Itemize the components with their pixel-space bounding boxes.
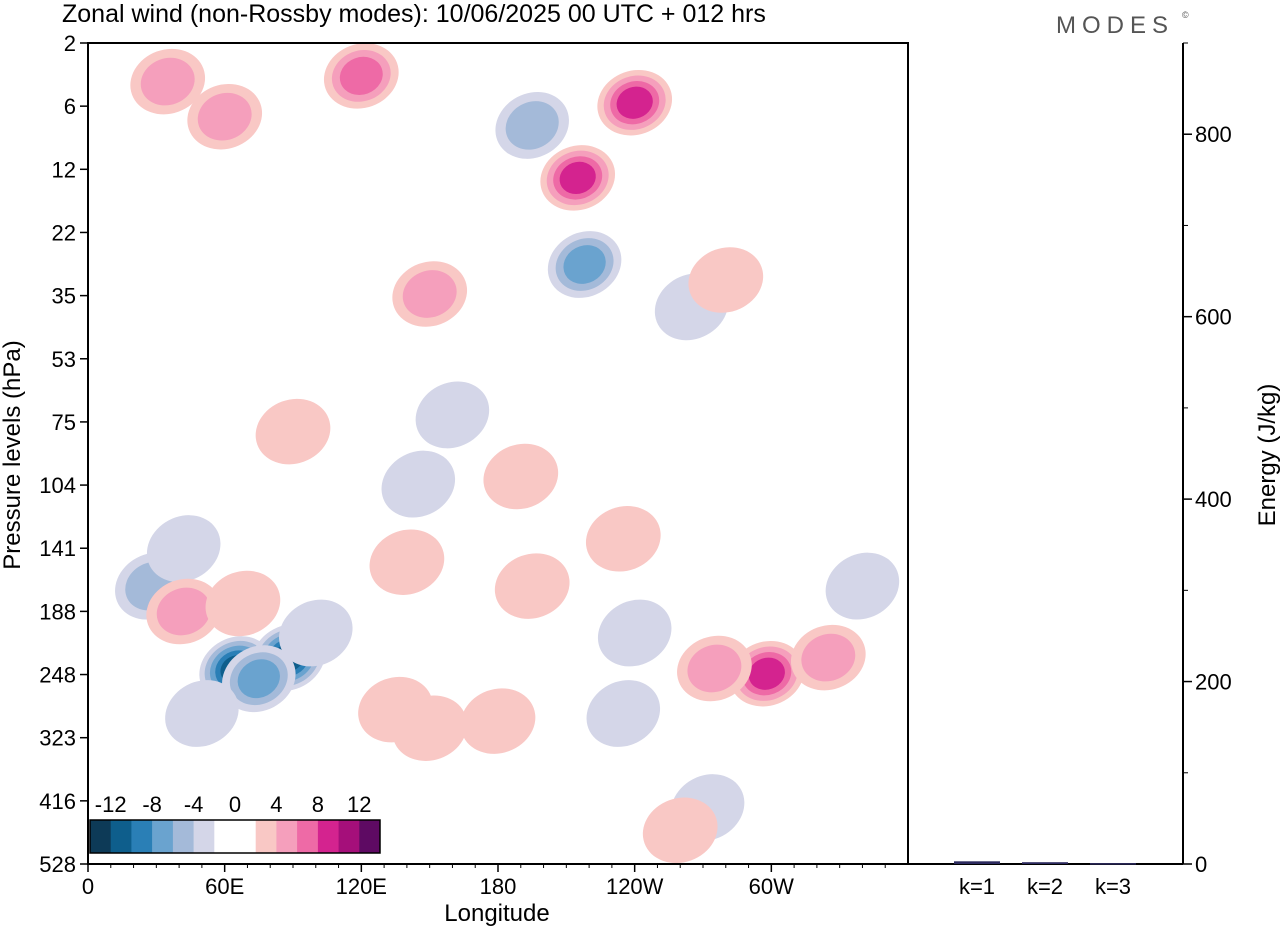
y-tick-label: 53 bbox=[52, 347, 76, 372]
x-tick-label: 180 bbox=[480, 874, 517, 899]
y-tick-label: 6 bbox=[64, 94, 76, 119]
contour-blob bbox=[494, 553, 570, 619]
contour-blob bbox=[688, 247, 764, 313]
colorbar-tick-label: -12 bbox=[95, 792, 127, 817]
energy-tick-label: 200 bbox=[1195, 670, 1232, 695]
y-tick-label: 323 bbox=[39, 726, 76, 751]
contour-blob bbox=[585, 506, 661, 572]
colorbar-swatch bbox=[110, 820, 132, 853]
colorbar-frame bbox=[89, 819, 381, 854]
energy-category-label: k=3 bbox=[1095, 874, 1131, 899]
contour-blob bbox=[279, 599, 353, 667]
energy-tick-label: 600 bbox=[1195, 305, 1232, 330]
contour-blob bbox=[563, 245, 606, 284]
contour-blob bbox=[255, 398, 331, 465]
colorbar-swatch bbox=[152, 820, 174, 853]
contour-blob bbox=[237, 659, 280, 699]
colorbar-tick-label: -4 bbox=[184, 792, 204, 817]
contour-blob bbox=[642, 797, 718, 864]
brand-mark: © bbox=[1182, 10, 1189, 20]
heatmap-panel: -12 -8 -4 0 4 8 12 0 60E 120E 180 120W 60W 2 6 12 22 35 5… bbox=[0, 31, 909, 927]
energy-bar bbox=[1022, 862, 1068, 864]
y-tick-label: 22 bbox=[52, 221, 76, 246]
contour-blob bbox=[140, 57, 195, 106]
energy-bar bbox=[1090, 863, 1136, 865]
contour-blob bbox=[381, 450, 456, 518]
y-tick-label: 188 bbox=[39, 599, 76, 624]
energy-tick-label: 0 bbox=[1195, 852, 1207, 877]
energy-panel: k=1 k=2 k=3 0 200 400 600 800 Energy (J/kg) bbox=[907, 42, 1280, 899]
energy-axis-label: Energy (J/kg) bbox=[1254, 384, 1280, 527]
contour-blob bbox=[586, 680, 661, 747]
energy-tick-label: 400 bbox=[1195, 487, 1232, 512]
y-tick-label: 75 bbox=[52, 410, 76, 435]
contour-blob bbox=[825, 552, 900, 620]
colorbar-tick-label: 8 bbox=[312, 792, 324, 817]
contour-blob bbox=[687, 644, 742, 693]
y-tick-label: 12 bbox=[52, 157, 76, 182]
colorbar: -12 -8 -4 0 4 8 12 bbox=[89, 792, 381, 854]
y-tick-label: 35 bbox=[52, 284, 76, 309]
y-tick-label: 141 bbox=[39, 536, 76, 561]
contour-blob bbox=[402, 270, 457, 318]
brand-logo: MODES bbox=[1056, 12, 1174, 39]
y-tick-label: 248 bbox=[39, 663, 76, 688]
colorbar-tick-label: -8 bbox=[142, 792, 162, 817]
contour-blob bbox=[165, 680, 239, 747]
y-axis-label: Pressure levels (hPa) bbox=[0, 340, 26, 569]
colorbar-swatch bbox=[90, 820, 112, 853]
energy-tick-label: 800 bbox=[1195, 122, 1232, 147]
colorbar-swatch bbox=[214, 820, 236, 853]
y-tick-label: 104 bbox=[39, 473, 76, 498]
contour-blob bbox=[748, 657, 785, 690]
contour-blob bbox=[392, 695, 468, 761]
contour-blob bbox=[559, 161, 596, 195]
contour-blob bbox=[156, 587, 211, 636]
y-tick-label: 528 bbox=[39, 852, 76, 877]
colorbar-swatch bbox=[359, 820, 381, 853]
y-tick-label: 416 bbox=[39, 789, 76, 814]
energy-bars: k=1 k=2 k=3 bbox=[954, 861, 1136, 899]
heatmap-contours bbox=[115, 43, 900, 864]
heatmap-axes: 0 60E 120E 180 120W 60W 2 6 12 22 35 53 75 104 141 188 2… bbox=[39, 31, 886, 899]
energy-category-label: k=1 bbox=[959, 874, 995, 899]
colorbar-tick-label: 4 bbox=[270, 792, 282, 817]
energy-bar bbox=[954, 861, 1000, 864]
contour-blob bbox=[339, 56, 383, 95]
contour-blob bbox=[460, 688, 536, 754]
colorbar-swatch bbox=[131, 820, 153, 853]
contour-blob bbox=[616, 86, 653, 119]
contour-blob bbox=[146, 515, 221, 583]
x-tick-label: 60E bbox=[205, 874, 244, 899]
contour-blob bbox=[801, 633, 856, 682]
colorbar-swatch bbox=[297, 820, 319, 853]
colorbar-tick-label: 12 bbox=[347, 792, 371, 817]
contour-blob bbox=[415, 381, 490, 449]
colorbar-tick-label: 0 bbox=[229, 792, 241, 817]
contour-blob bbox=[597, 599, 672, 667]
x-tick-label: 120W bbox=[606, 874, 664, 899]
energy-axes: 0 200 400 600 800 bbox=[1183, 42, 1232, 877]
colorbar-swatch bbox=[255, 820, 277, 853]
chart-title: Zonal wind (non-Rossby modes): 10/06/202… bbox=[62, 0, 766, 28]
contour-blob bbox=[483, 443, 559, 510]
x-tick-label: 120E bbox=[336, 874, 387, 899]
energy-category-label: k=2 bbox=[1027, 874, 1063, 899]
colorbar-swatch bbox=[338, 820, 360, 853]
contour-blob bbox=[505, 101, 559, 150]
x-tick-label: 60W bbox=[749, 874, 794, 899]
contour-blob bbox=[369, 529, 445, 595]
x-axis-label: Longitude bbox=[444, 900, 549, 927]
colorbar-swatch bbox=[193, 820, 215, 853]
colorbar-swatch bbox=[172, 820, 194, 853]
x-tick-label: 0 bbox=[82, 874, 94, 899]
colorbar-swatch bbox=[276, 820, 298, 853]
y-tick-label: 2 bbox=[64, 31, 76, 56]
contour-blob bbox=[197, 92, 252, 141]
colorbar-swatch bbox=[317, 820, 339, 853]
contour-blob bbox=[205, 570, 281, 637]
colorbar-swatch bbox=[235, 820, 257, 853]
